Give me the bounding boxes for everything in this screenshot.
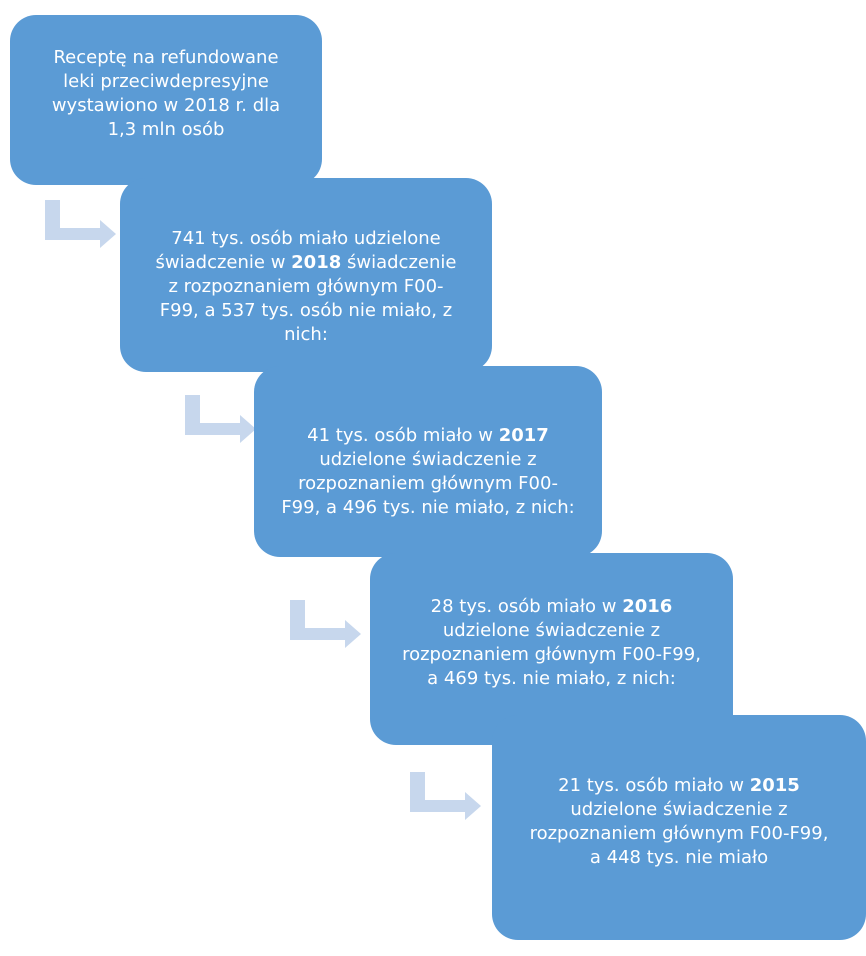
step-text: 741 tys. osób miało udzielone świadczeni…: [150, 227, 462, 347]
year: 2018: [291, 252, 342, 273]
arrow: [185, 395, 256, 443]
text: udzielone świadczenie z rozpoznaniem głó…: [402, 620, 701, 689]
step-text: 41 tys. osób miało w 2017 udzielone świa…: [280, 424, 576, 520]
text: udzielone świadczenie z rozpoznaniem głó…: [281, 448, 575, 518]
step-box: 741 tys. osób miało udzielone świadczeni…: [120, 178, 492, 372]
text: udzielone świadczenie z rozpoznaniem głó…: [529, 798, 829, 868]
step-box: 21 tys. osób miało w 2015 udzielone świa…: [492, 715, 866, 940]
text: 28 tys. osób miało w: [430, 596, 623, 617]
step-text: 21 tys. osób miało w 2015 udzielone świa…: [522, 774, 836, 870]
step-box: 41 tys. osób miało w 2017 udzielone świa…: [254, 366, 602, 557]
text: 741 tys. osób miało udzielone świadczeni…: [155, 228, 441, 273]
text: 41 tys. osób miało w: [307, 424, 499, 446]
year: 2017: [498, 424, 549, 446]
arrow: [410, 772, 481, 820]
year: 2016: [622, 596, 673, 617]
step-text: Receptę na refundowane leki przeciwdepre…: [51, 47, 281, 140]
step-text: 28 tys. osób miało w 2016 udzielone świa…: [400, 595, 703, 691]
arrow: [290, 600, 361, 648]
step-box: 28 tys. osób miało w 2016 udzielone świa…: [370, 553, 733, 745]
text: świadczenie z rozpoznaniem głównym F00-F…: [159, 252, 457, 345]
step-box: Receptę na refundowane leki przeciwdepre…: [10, 15, 322, 185]
arrow: [45, 200, 116, 248]
year: 2015: [749, 774, 800, 796]
text: 21 tys. osób miało w: [558, 774, 750, 796]
